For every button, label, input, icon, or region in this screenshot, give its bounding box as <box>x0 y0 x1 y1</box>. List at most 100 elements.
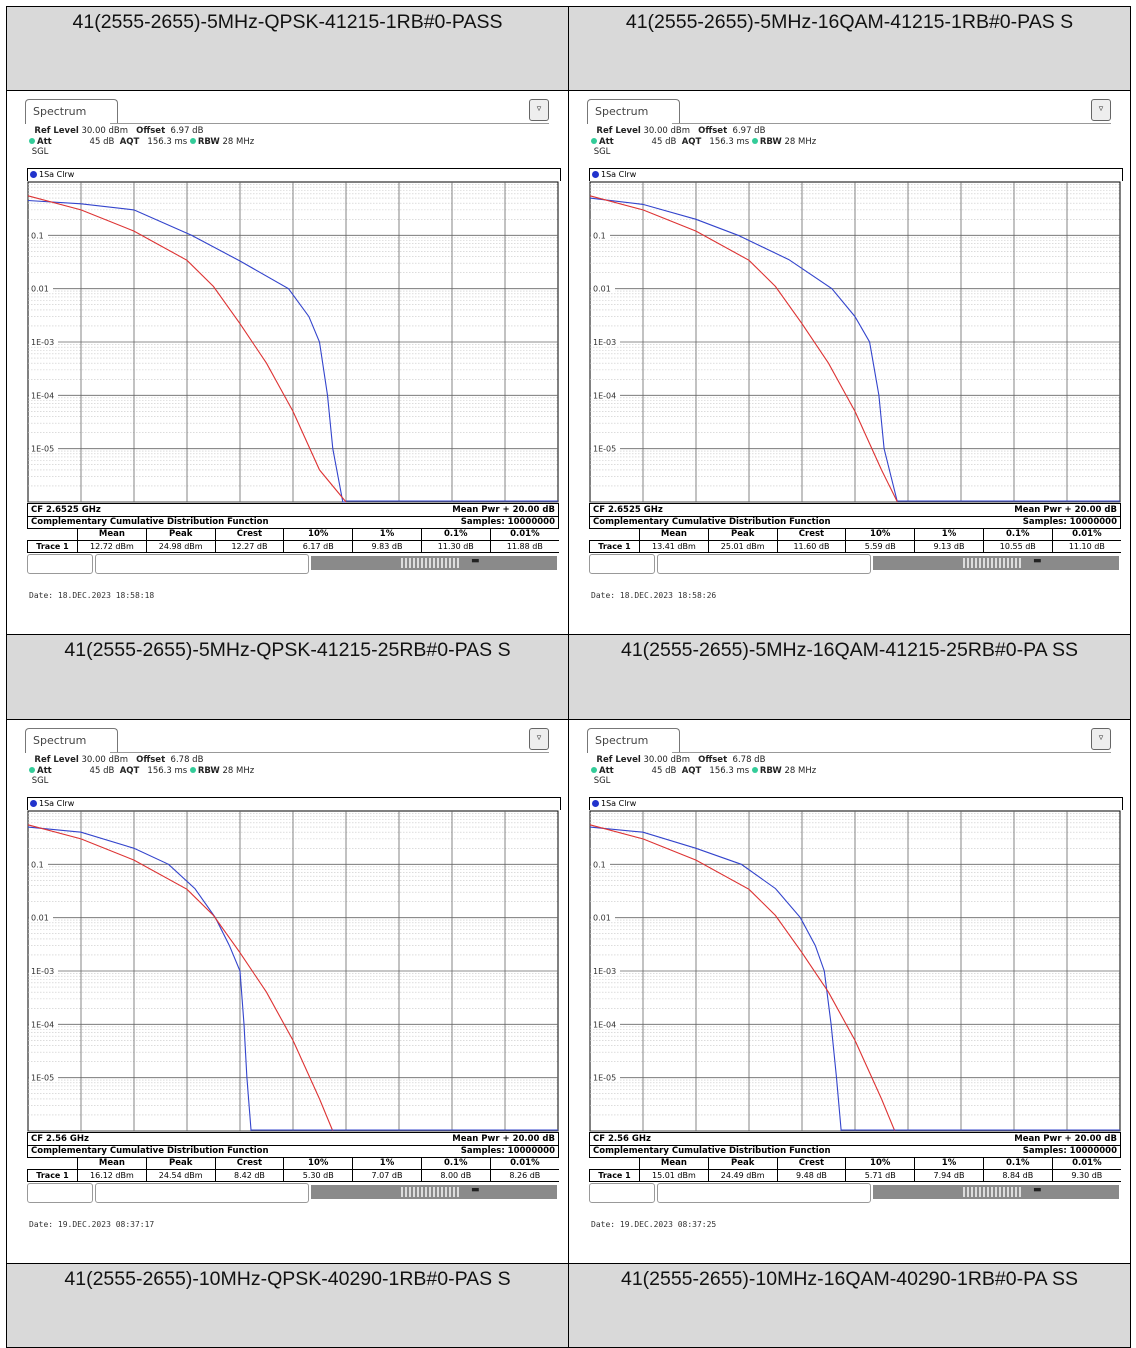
y-tick-label: 0.1 <box>593 231 606 240</box>
trace-dot-icon <box>30 800 37 807</box>
status-dot-icon <box>189 767 196 773</box>
panel-header: 41(2555-2655)-5MHz-QPSK-41215-1RB#0-PASS <box>6 6 569 91</box>
tab-spectrum[interactable]: Spectrum <box>587 728 680 753</box>
analyzer-screenshot: Spectrum ▿ Ref Level 30.00 dBm Offset 6.… <box>7 720 567 1263</box>
result-col-header: 10% <box>845 1158 915 1170</box>
status-dot-icon <box>591 138 597 144</box>
center-frequency: CF 2.56 GHz <box>31 1134 89 1144</box>
measured-ccdf-trace <box>589 197 898 503</box>
panel-header: 41(2555-2655)-5MHz-16QAM-41215-1RB#0-PAS… <box>568 6 1131 91</box>
result-col-header: 10% <box>845 529 915 541</box>
status-progress-area: ▬ <box>311 556 557 570</box>
signal-menu-icon[interactable]: ▿ <box>1091 728 1111 750</box>
y-tick-label-bg <box>591 390 620 400</box>
trace-name[interactable]: Trace 1 <box>27 1169 78 1182</box>
status-progress-area: ▬ <box>873 1185 1119 1199</box>
rbw-label: RBW <box>759 765 782 776</box>
status-field-left[interactable] <box>589 554 655 574</box>
ref-level-label: Ref Level <box>34 755 79 765</box>
status-dot-icon <box>189 138 196 144</box>
screenshot-cell: Spectrum ▿ Ref Level 30.00 dBm Offset 6.… <box>6 90 569 635</box>
ccdf-title: Complementary Cumulative Distribution Fu… <box>31 1146 269 1156</box>
att-value: 45 dB <box>651 136 677 147</box>
panel-header: 41(2555-2655)-10MHz-16QAM-40290-1RB#0-PA… <box>568 1263 1131 1348</box>
status-dot-icon <box>29 138 35 144</box>
y-tick-label-bg <box>591 966 620 975</box>
result-value: 24.98 dBm <box>145 540 216 553</box>
y-tick-label: 1E-05 <box>593 445 616 454</box>
aqt-label: AQT <box>681 136 702 147</box>
capture-date: Date: 18.DEC.2023 18:58:18 <box>29 591 155 600</box>
offset-value: 6.97 dB <box>732 126 766 136</box>
trace-name[interactable]: Trace 1 <box>27 540 78 553</box>
y-tick-label-bg <box>29 1019 58 1029</box>
result-col-header: 0.01% <box>1051 1158 1121 1170</box>
rbw-value: 28 MHz <box>784 136 817 147</box>
y-tick-label-bg <box>591 859 610 869</box>
ref-level-value: 30.00 dBm <box>81 755 129 765</box>
tab-spectrum[interactable]: Spectrum <box>25 728 118 753</box>
status-bar: ▬ <box>27 1183 557 1203</box>
trace-label: 1Sa Clrw <box>601 799 637 808</box>
ccdf-title: Complementary Cumulative Distribution Fu… <box>593 1146 831 1156</box>
trace-name[interactable]: Trace 1 <box>589 1169 640 1182</box>
result-value: 9.30 dB <box>1051 1169 1121 1182</box>
ref-level-value: 30.00 dBm <box>643 755 691 765</box>
status-dot-icon <box>29 767 35 773</box>
result-value: 8.26 dB <box>489 1169 559 1182</box>
y-tick-label: 0.01 <box>31 285 49 294</box>
rbw-value: 28 MHz <box>784 765 817 776</box>
result-col-header: Crest <box>214 1158 284 1170</box>
signal-menu-icon[interactable]: ▿ <box>529 728 549 750</box>
capture-date: Date: 19.DEC.2023 08:37:25 <box>591 1220 717 1229</box>
offset-label: Offset <box>136 755 166 765</box>
ccdf-plot: 0.1 0.01 1E-03 1E-04 1E-05 <box>589 181 1121 503</box>
result-value: 9.48 dB <box>776 1169 846 1182</box>
att-label: Att <box>599 136 614 147</box>
aqt-value: 156.3 ms <box>147 765 188 776</box>
mean-power-offset: Mean Pwr + 20.00 dB <box>1014 505 1117 515</box>
measurement-settings: Ref Level 30.00 dBm Offset 6.97 dB Att 4… <box>29 126 254 158</box>
offset-value: 6.78 dB <box>732 755 766 765</box>
screenshot-cell: Spectrum ▿ Ref Level 30.00 dBm Offset 6.… <box>568 719 1131 1264</box>
aqt-label: AQT <box>119 136 140 147</box>
tab-label: Spectrum <box>33 734 87 747</box>
trace-indicator: 1Sa Clrw <box>589 797 1123 810</box>
y-tick-label: 1E-05 <box>31 445 54 454</box>
ready-icon: ▬ <box>471 556 480 566</box>
tab-label: Spectrum <box>595 734 649 747</box>
tab-spectrum[interactable]: Spectrum <box>25 99 118 124</box>
samples-count: Samples: 10000000 <box>460 1146 555 1156</box>
y-tick-label: 1E-04 <box>31 1020 54 1029</box>
status-field-message[interactable] <box>95 554 309 574</box>
status-field-message[interactable] <box>657 554 871 574</box>
status-field-message[interactable] <box>95 1183 309 1203</box>
result-col-header: Mean <box>77 529 147 541</box>
result-value: 5.71 dB <box>845 1169 915 1182</box>
y-tick-label-bg <box>29 966 58 975</box>
status-field-left[interactable] <box>589 1183 655 1203</box>
status-field-left[interactable] <box>27 554 93 574</box>
status-dot-icon <box>751 767 758 773</box>
result-col-header: Peak <box>707 1158 778 1170</box>
panel-header: 41(2555-2655)-5MHz-QPSK-41215-25RB#0-PAS… <box>6 634 569 720</box>
capture-date: Date: 18.DEC.2023 18:58:26 <box>591 591 717 600</box>
status-field-message[interactable] <box>657 1183 871 1203</box>
signal-menu-icon[interactable]: ▿ <box>1091 99 1111 121</box>
tab-spectrum[interactable]: Spectrum <box>587 99 680 124</box>
result-value: 5.30 dB <box>283 1169 353 1182</box>
center-frequency-bar: CF 2.6525 GHz Mean Pwr + 20.00 dB <box>27 503 559 517</box>
result-value: 11.88 dB <box>489 540 559 553</box>
signal-menu-icon[interactable]: ▿ <box>529 99 549 121</box>
y-tick-label-bg <box>591 283 615 293</box>
trace-name[interactable]: Trace 1 <box>589 540 640 553</box>
rbw-label: RBW <box>197 765 220 776</box>
progress-bars-icon <box>963 558 1023 568</box>
trace-dot-icon <box>30 171 37 178</box>
result-col-header: 10% <box>283 529 353 541</box>
y-tick-label: 0.1 <box>31 860 44 869</box>
status-field-left[interactable] <box>27 1183 93 1203</box>
ref-level-value: 30.00 dBm <box>643 126 691 136</box>
rbw-value: 28 MHz <box>222 136 255 147</box>
result-value: 12.27 dB <box>214 540 284 553</box>
